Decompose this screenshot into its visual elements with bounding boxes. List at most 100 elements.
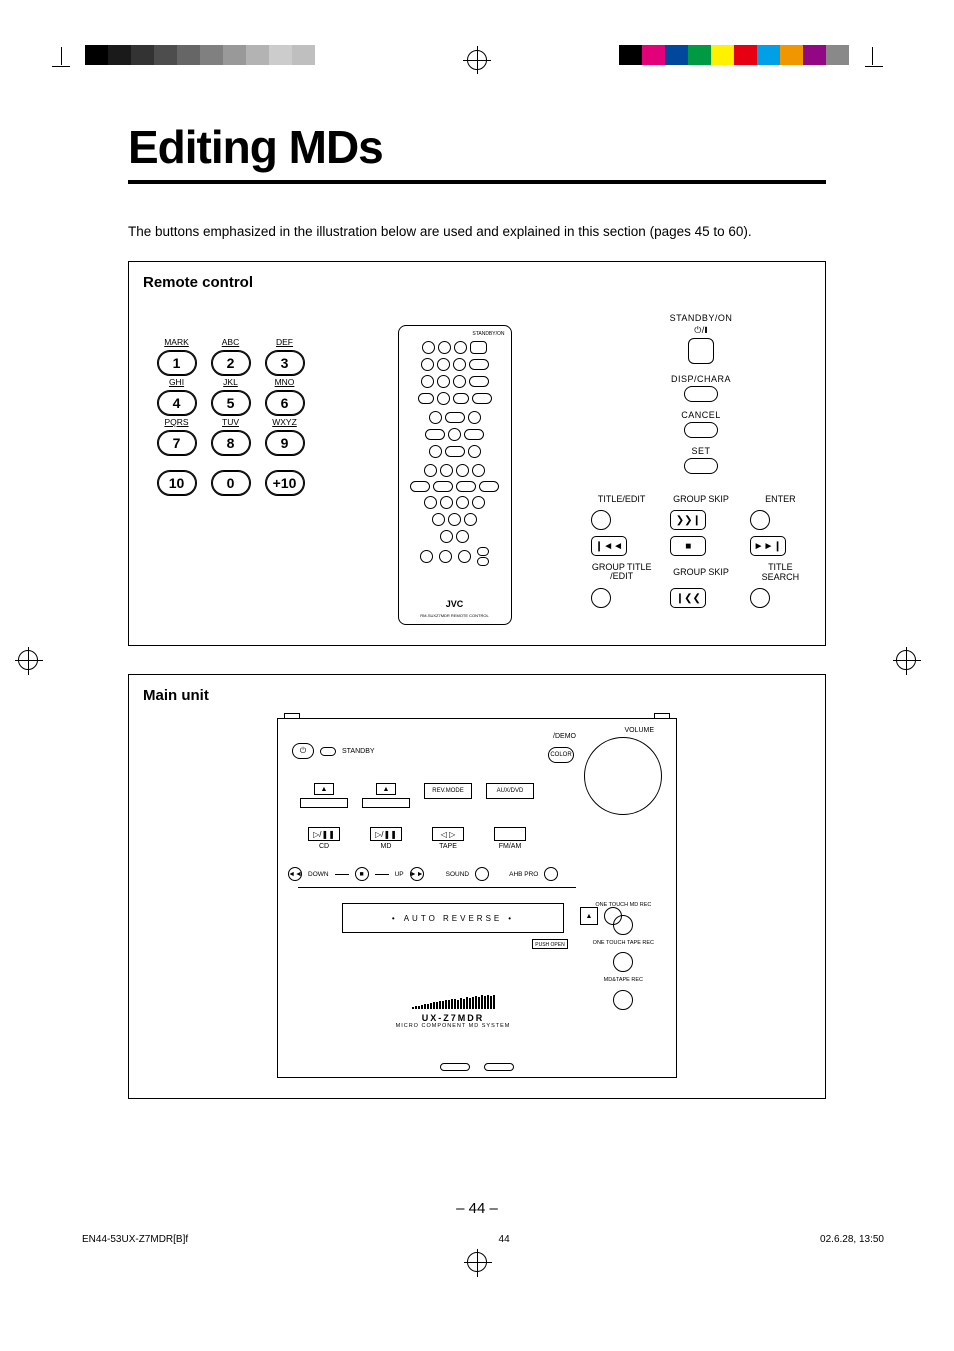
keypad-key-9: 9WXYZ — [265, 430, 305, 456]
crop-mark — [61, 47, 62, 65]
source-md: ▷/❚❚MD — [362, 827, 410, 850]
source-btn: ◁ ▷ — [432, 827, 464, 841]
mini-circ — [440, 496, 453, 509]
spectrum-bar — [481, 995, 483, 1009]
btn-revmode: REV.MODE — [424, 783, 472, 799]
lbl-group-skip: GROUP SKIP — [670, 494, 731, 504]
source-btn — [494, 827, 526, 841]
unit-display: UX-Z7MDR MICRO COMPONENT MD SYSTEM — [342, 995, 564, 1029]
mini-groupskip — [445, 412, 465, 423]
unit-slot-row: ▲ ▲ REV.MODE AUX/DVD — [300, 783, 534, 808]
mini-pill — [469, 359, 489, 370]
btn-next: ►►❙ — [750, 536, 786, 556]
unit-feet — [278, 1063, 676, 1071]
swatch — [200, 45, 223, 65]
callout-pill — [684, 386, 718, 402]
footer-left: EN44-53UX-Z7MDR[B]f — [82, 1234, 188, 1245]
mini-circ — [468, 411, 481, 424]
page-number: – 44 – — [0, 1200, 954, 1217]
mini-circ — [429, 445, 442, 458]
source-btn: ▷/❚❚ — [308, 827, 340, 841]
spectrum-bar — [466, 997, 468, 1009]
mini-key — [437, 358, 450, 371]
push-open-label: PUSH OPEN — [532, 939, 568, 949]
mini-circ — [468, 445, 481, 458]
lbl-dot: • — [392, 914, 398, 923]
keypad-key-1: 1MARK — [157, 350, 197, 376]
keypad-key-10: 10 — [157, 470, 197, 496]
swatch — [711, 45, 734, 65]
lbl-group-skip2: GROUP SKIP — [670, 567, 731, 577]
btn-prev: ❙◄◄ — [591, 536, 627, 556]
mini-stop — [448, 428, 461, 441]
source-fmam: FM/AM — [486, 827, 534, 850]
mini-circ — [458, 550, 471, 563]
spectrum-bar — [478, 997, 480, 1009]
spectrum-bar — [463, 999, 465, 1009]
lbl-volume: VOLUME — [624, 727, 654, 734]
spectrum-bar — [412, 1007, 414, 1009]
btn-auxdvd: AUX/DVD — [486, 783, 534, 799]
rec-label: ONE TOUCH MD REC — [595, 903, 651, 909]
mini-key — [437, 392, 450, 405]
crop-mark — [865, 66, 883, 67]
title-underline — [128, 180, 826, 184]
lbl-sound: SOUND — [446, 871, 469, 878]
callout-set: SET — [684, 446, 718, 474]
mini-circ — [456, 530, 469, 543]
spectrum-bar — [439, 1001, 441, 1009]
spectrum-bar — [418, 1006, 420, 1009]
mini-key — [454, 341, 467, 354]
swatch — [131, 45, 154, 65]
mini-key — [421, 375, 434, 388]
rec-label: ONE TOUCH TAPE REC — [593, 941, 654, 947]
spectrum-bar — [415, 1006, 417, 1009]
unit-standby-btn: ⏻ — [292, 743, 314, 759]
spectrum-bar — [484, 996, 486, 1009]
mini-circ — [429, 411, 442, 424]
footer-center: 44 — [499, 1234, 510, 1245]
mini-key — [453, 358, 466, 371]
unit-divider-line — [298, 887, 576, 888]
spectrum-dots — [342, 995, 564, 1009]
rec-btn — [613, 952, 633, 972]
footer: EN44-53UX-Z7MDR[B]f 44 02.6.28, 13:50 — [82, 1234, 884, 1245]
btn-enter — [750, 510, 770, 530]
color-button: COLOR — [548, 747, 574, 763]
keypad-row: 100+10 — [143, 470, 318, 496]
keypad-overlabel: PQRS — [164, 417, 188, 427]
remote-brand: JVC — [405, 599, 505, 609]
mini-pill — [472, 393, 492, 404]
callout-label: DISP/CHARA — [671, 374, 731, 384]
keypad-key-5: 5JKL — [211, 390, 251, 416]
unit-top-row: ⏻ STANDBY — [292, 743, 375, 759]
standby-button — [688, 338, 714, 364]
lbl-title-search: TITLE SEARCH — [750, 562, 811, 582]
btn-sound — [475, 867, 489, 881]
registration-swatches-left — [85, 45, 315, 65]
registration-target-left — [18, 650, 38, 670]
mini-key — [421, 358, 434, 371]
unit-notch — [284, 713, 300, 719]
mini-key — [422, 341, 435, 354]
swatch — [246, 45, 269, 65]
swatch — [619, 45, 642, 65]
swatch — [780, 45, 803, 65]
remote-panel-layout: 1MARK2ABC3DEF4GHI5JKL6MNO7PQRS8TUV9WXYZ1… — [143, 305, 811, 625]
mini-circ — [439, 550, 452, 563]
mini-key — [453, 375, 466, 388]
standby-led — [320, 747, 336, 756]
foot — [484, 1063, 514, 1071]
rec-label: MD&TAPE REC — [604, 978, 643, 984]
lbl-title-edit: TITLE/EDIT — [591, 494, 652, 504]
lbl-auto-reverse: AUTO REVERSE — [404, 914, 503, 923]
footer-right: 02.6.28, 13:50 — [820, 1234, 884, 1245]
mini-pill — [469, 376, 489, 387]
source-cd: ▷/❚❚CD — [300, 827, 348, 850]
btn-stop-unit: ■ — [355, 867, 369, 881]
divider — [375, 874, 389, 875]
tape-deck: • AUTO REVERSE • — [342, 903, 564, 933]
callout-control-grid: TITLE/EDIT GROUP SKIP ENTER ❯❯❙ ❙◄◄ ■ ►►… — [591, 494, 811, 608]
swatch — [642, 45, 665, 65]
rec-btn — [613, 915, 633, 935]
